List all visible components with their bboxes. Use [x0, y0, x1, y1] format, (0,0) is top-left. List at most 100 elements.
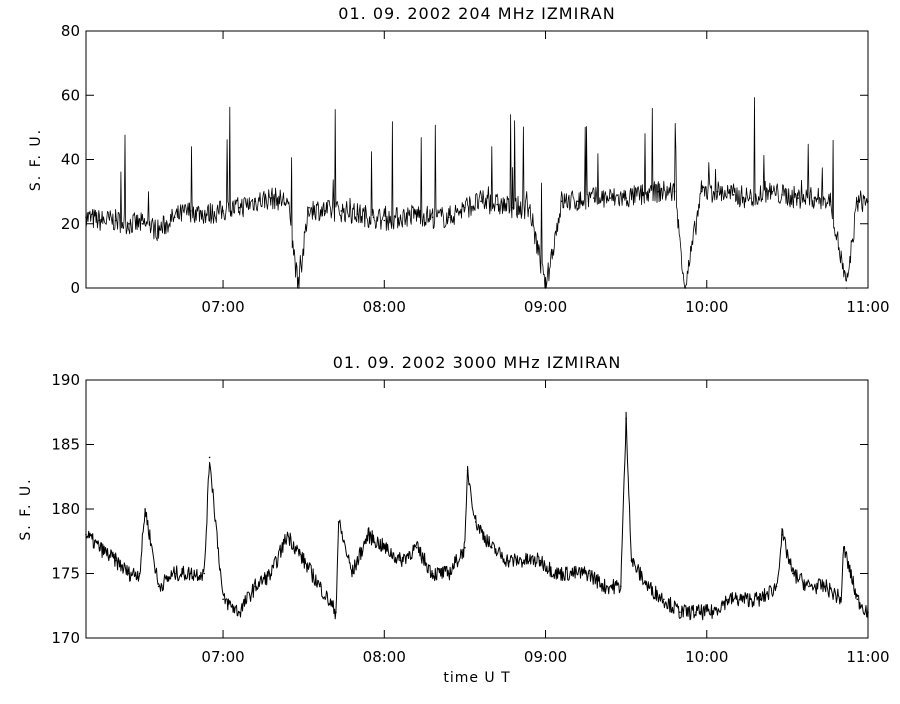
data-point — [464, 206, 466, 209]
data-point — [813, 197, 816, 199]
y-tick-label: 170 — [51, 629, 80, 647]
data-point — [577, 200, 579, 203]
data-point — [523, 559, 525, 562]
data-point — [173, 216, 176, 219]
data-point — [138, 572, 141, 575]
x-tick-label: 08:00 — [363, 298, 406, 316]
y-axis-label: S. F. U. — [18, 477, 34, 540]
data-point — [286, 534, 289, 536]
data-point — [749, 197, 751, 199]
x-tick-label: 11:00 — [846, 648, 889, 666]
data-point — [464, 546, 466, 549]
data-point — [695, 611, 697, 613]
series-line — [85, 411, 869, 621]
data-point — [399, 216, 402, 219]
data-point — [415, 213, 418, 215]
plot-frame — [85, 30, 869, 289]
data-point — [222, 210, 224, 212]
y-tick-label: 40 — [61, 151, 80, 169]
data-point — [431, 572, 434, 575]
data-point — [759, 598, 762, 601]
y-tick-label: 60 — [61, 86, 80, 104]
y-tick-label: 20 — [61, 215, 80, 233]
data-point — [840, 598, 842, 601]
data-point — [491, 546, 493, 549]
data-point — [711, 611, 713, 613]
data-point — [98, 546, 101, 549]
data-point — [367, 534, 370, 536]
x-tick-label: 10:00 — [685, 648, 728, 666]
data-point — [657, 190, 660, 193]
data-point — [141, 223, 144, 225]
data-point — [415, 546, 418, 549]
data-point — [539, 559, 541, 562]
data-point — [593, 197, 595, 199]
x-tick-label: 09:00 — [524, 648, 567, 666]
data-point — [270, 572, 273, 575]
data-point — [190, 210, 192, 212]
data-point — [673, 190, 676, 193]
data-point — [679, 611, 681, 613]
x-tick-label: 11:00 — [846, 298, 889, 316]
data-point — [843, 546, 845, 549]
data-point — [208, 456, 211, 459]
data-point — [630, 559, 633, 562]
data-point — [480, 200, 482, 203]
data-point — [383, 546, 386, 549]
x-tick-label: 10:00 — [685, 298, 728, 316]
chart-title: 01. 09. 2002 3000 MHz IZMIRAN — [333, 353, 622, 372]
data-point — [238, 611, 240, 613]
data-point — [555, 572, 558, 575]
data-point — [466, 469, 469, 472]
data-point — [128, 572, 130, 575]
data-point — [302, 559, 305, 562]
data-point — [337, 521, 340, 523]
x-tick-label: 07:00 — [201, 648, 244, 666]
data-point — [641, 194, 644, 196]
data-point — [867, 611, 869, 613]
data-point — [335, 611, 337, 613]
data-point — [625, 197, 627, 199]
y-tick-label: 80 — [61, 22, 80, 40]
data-point — [448, 572, 450, 575]
data-point — [114, 219, 117, 222]
data-point — [383, 219, 386, 222]
data-point — [474, 521, 477, 523]
data-point — [560, 200, 563, 203]
data-point — [254, 585, 257, 588]
data-point — [571, 572, 574, 575]
data-point — [512, 206, 515, 209]
data-point — [114, 559, 117, 562]
y-axis-label: S. F. U. — [28, 128, 44, 191]
data-point — [609, 197, 611, 199]
data-point — [867, 200, 869, 203]
data-point — [603, 585, 606, 588]
x-tick-label: 09:00 — [524, 298, 567, 316]
data-point — [297, 287, 300, 289]
data-point — [732, 194, 735, 196]
data-point — [206, 213, 208, 215]
data-point — [824, 585, 826, 588]
data-point — [625, 417, 627, 420]
data-point — [157, 229, 160, 231]
data-point — [448, 216, 450, 219]
data-point — [743, 598, 746, 601]
data-point — [496, 203, 499, 206]
data-point — [856, 598, 859, 601]
data-point — [144, 508, 146, 510]
data-point — [286, 200, 289, 203]
data-point — [238, 206, 240, 209]
data-point — [775, 585, 778, 588]
data-point — [684, 287, 687, 289]
data-point — [727, 598, 730, 601]
chart-title: 01. 09. 2002 204 MHz IZMIRAN — [338, 4, 615, 23]
x-tick-label: 08:00 — [363, 648, 406, 666]
data-point — [856, 200, 859, 203]
y-tick-label: 190 — [51, 371, 80, 389]
data-point — [829, 200, 832, 203]
y-tick-label: 0 — [70, 279, 80, 297]
data-point — [663, 598, 665, 601]
data-point — [157, 585, 160, 588]
data-point — [544, 287, 547, 289]
